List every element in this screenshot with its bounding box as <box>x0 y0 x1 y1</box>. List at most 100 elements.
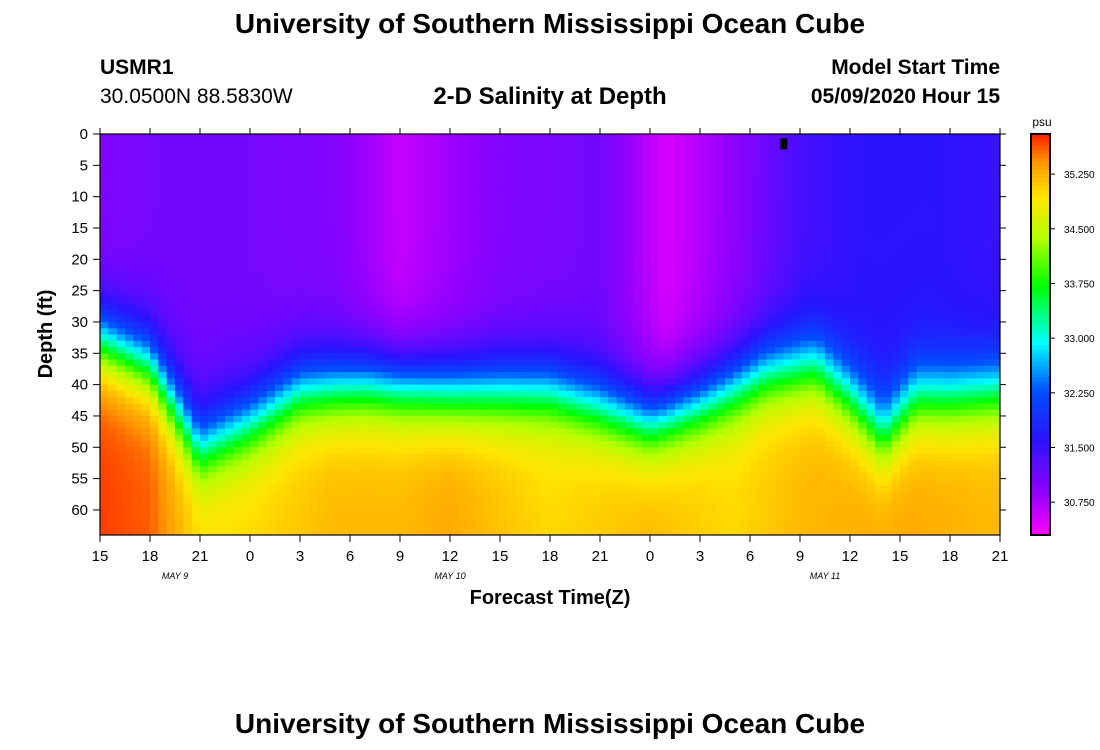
heatmap-cell <box>508 328 518 336</box>
heatmap-cell <box>258 365 268 373</box>
heatmap-cell <box>466 503 476 511</box>
heatmap-cell <box>116 484 126 492</box>
heatmap-cell <box>175 447 184 455</box>
heatmap-cell <box>375 459 384 467</box>
heatmap-cell <box>550 278 559 285</box>
heatmap-cell <box>341 378 351 386</box>
heatmap-cell <box>491 234 501 242</box>
heatmap-cell <box>200 522 209 530</box>
heatmap-cell <box>666 509 676 517</box>
heatmap-cell <box>350 441 359 448</box>
heatmap-cell <box>500 415 509 423</box>
heatmap-cell <box>533 315 543 323</box>
heatmap-cell <box>258 390 268 398</box>
heatmap-cell <box>383 271 393 279</box>
heatmap-cell <box>375 209 384 217</box>
heatmap-cell <box>450 528 459 535</box>
heatmap-cell <box>533 209 543 217</box>
heatmap-cell <box>608 271 618 279</box>
heatmap-cell <box>691 315 701 323</box>
heatmap-cell <box>208 365 218 373</box>
heatmap-cell <box>641 422 651 430</box>
heatmap-cell <box>458 271 468 279</box>
heatmap-cell <box>325 253 334 260</box>
heatmap-cell <box>475 378 484 386</box>
heatmap-cell <box>475 134 484 141</box>
heatmap-cell <box>566 447 576 455</box>
heatmap-cell <box>441 503 451 511</box>
heatmap-cell <box>425 309 434 317</box>
heatmap-cell <box>216 353 226 361</box>
heatmap-cell <box>616 415 626 423</box>
heatmap-cell <box>541 434 551 442</box>
heatmap-cell <box>141 159 151 166</box>
heatmap-cell <box>316 290 326 298</box>
heatmap-cell <box>266 215 276 223</box>
heatmap-cell <box>491 259 501 267</box>
heatmap-cell <box>725 202 734 210</box>
heatmap-cell <box>616 453 626 461</box>
heatmap-cell <box>591 372 601 379</box>
heatmap-cell <box>108 234 118 242</box>
heatmap-cell <box>408 227 418 235</box>
heatmap-cell <box>516 303 526 311</box>
heatmap-cell <box>600 196 609 204</box>
heatmap-cell <box>725 215 734 223</box>
heatmap-cell <box>500 296 509 304</box>
heatmap-cell <box>633 403 643 411</box>
heatmap-cell <box>466 140 476 148</box>
heatmap-cell <box>208 466 218 473</box>
heatmap-cell <box>291 152 301 160</box>
heatmap-cell <box>691 509 701 517</box>
heatmap-cell <box>708 428 718 436</box>
heatmap-cell <box>450 196 459 204</box>
heatmap-cell <box>691 309 701 317</box>
heatmap-cell <box>516 353 526 361</box>
heatmap-cell <box>566 171 576 179</box>
heatmap-cell <box>450 271 459 279</box>
heatmap-cell <box>241 340 251 348</box>
heatmap-cell <box>308 378 318 386</box>
heatmap-cell <box>175 190 184 198</box>
heatmap-cell <box>266 246 276 254</box>
heatmap-cell <box>408 296 418 304</box>
heatmap-cell <box>558 484 568 492</box>
heatmap-cell <box>608 278 618 285</box>
heatmap-cell <box>258 422 268 430</box>
heatmap-cell <box>250 359 259 367</box>
heatmap-cell <box>341 278 351 285</box>
heatmap-cell <box>408 334 418 342</box>
heatmap-cell <box>125 177 134 185</box>
heatmap-cell <box>441 271 451 279</box>
heatmap-cell <box>566 278 576 285</box>
heatmap-cell <box>283 152 293 160</box>
heatmap-cell <box>458 165 468 173</box>
heatmap-cell <box>708 359 718 367</box>
heatmap-cell <box>616 227 626 235</box>
heatmap-cell <box>725 146 734 154</box>
heatmap-cell <box>566 340 576 348</box>
heatmap-cell <box>325 491 334 499</box>
heatmap-cell <box>558 428 568 436</box>
heatmap-cell <box>525 378 534 386</box>
heatmap-cell <box>408 484 418 492</box>
heatmap-cell <box>650 347 659 354</box>
heatmap-cell <box>316 528 326 535</box>
heatmap-cell <box>691 259 701 267</box>
heatmap-cell <box>558 309 568 317</box>
heatmap-cell <box>683 422 693 430</box>
heatmap-cell <box>366 165 376 173</box>
heatmap-cell <box>316 259 326 267</box>
heatmap-cell <box>250 403 259 411</box>
heatmap-cell <box>216 447 226 455</box>
heatmap-cell <box>558 253 568 260</box>
heatmap-cell <box>491 146 501 154</box>
heatmap-cell <box>558 390 568 398</box>
heatmap-cell <box>691 365 701 373</box>
heatmap-cell <box>450 296 459 304</box>
heatmap-cell <box>683 478 693 486</box>
heatmap-cell <box>700 378 709 386</box>
heatmap-cell <box>291 478 301 486</box>
heatmap-cell <box>133 146 143 154</box>
heatmap-cell <box>525 478 534 486</box>
